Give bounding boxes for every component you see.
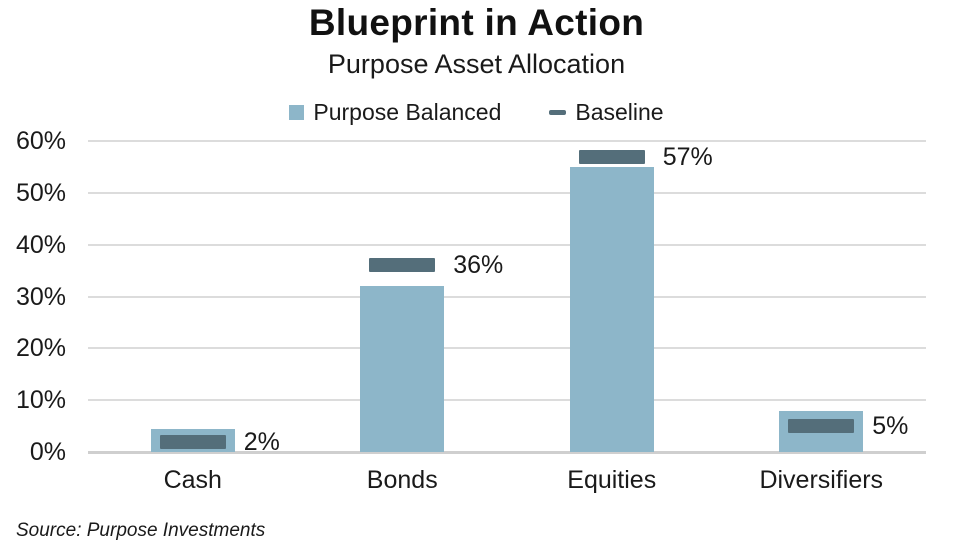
chart-title: Blueprint in Action [308,2,645,43]
y-tick-label: 20% [15,334,66,363]
x-tick-label-diversifiers: Diversifiers [759,466,884,494]
gridline [88,347,926,350]
y-tick-label: 60% [15,127,66,155]
legend-dash-swatch-icon [549,110,567,115]
bar-bonds [360,286,445,452]
gridline [88,399,926,402]
legend-label: Baseline [575,99,664,125]
legend-label: Purpose Balanced [313,99,502,125]
plot-area: 2% 36% 57% 5% [88,140,926,456]
value-label-cash: 2% [243,427,280,456]
x-tick-label-equities: Equities [567,466,657,494]
baseline-marker-diversifiers [788,419,855,434]
y-tick-label: 50% [15,178,66,207]
gridline [88,451,926,454]
legend: Purpose Balanced Baseline [0,99,953,126]
y-tick-label: 10% [15,386,66,415]
legend-square-swatch-icon [289,105,305,120]
baseline-marker-cash [159,434,226,449]
value-label-bonds: 36% [453,251,504,280]
baseline-marker-bonds [369,258,436,273]
y-tick-label: 0% [29,438,66,466]
x-tick-label-cash: Cash [163,466,222,494]
source-note: Source: Purpose Investments [16,520,266,541]
value-label-equities: 57% [662,142,713,171]
bar-equities [569,166,654,452]
gridline [88,191,926,194]
x-tick-label-bonds: Bonds [366,466,438,494]
legend-item-purpose-balanced: Purpose Balanced [289,99,501,126]
gridline [88,295,926,298]
legend-item-baseline: Baseline [549,99,664,126]
value-label-diversifiers: 5% [872,412,909,441]
gridline [88,243,926,246]
baseline-marker-equities [578,149,645,164]
gridline [88,140,926,142]
y-tick-label: 40% [15,230,66,259]
chart-subtitle: Purpose Asset Allocation [327,49,626,79]
y-tick-label: 30% [15,282,66,311]
